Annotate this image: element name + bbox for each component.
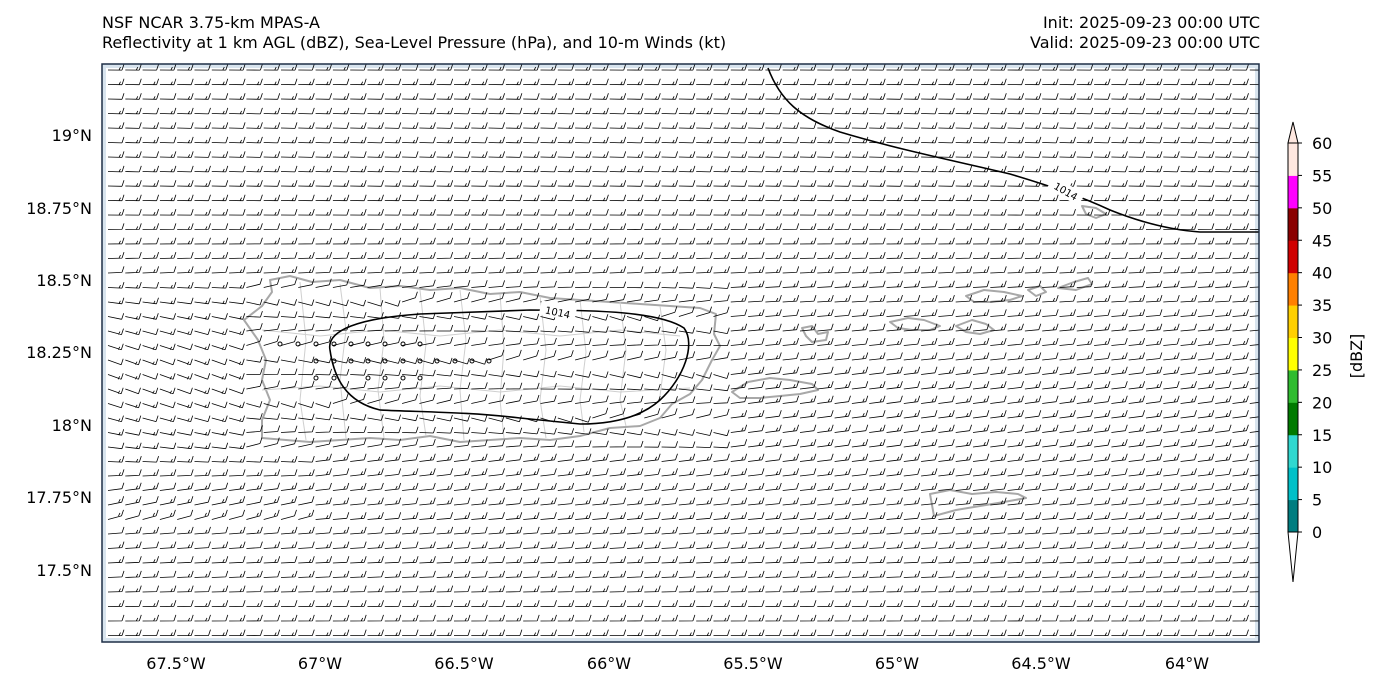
colorbar-tick-label: 50 bbox=[1312, 199, 1332, 218]
st-croix-coast bbox=[929, 489, 1027, 517]
colorbar-segment bbox=[1288, 143, 1298, 176]
wind-barb-field bbox=[107, 64, 1259, 636]
precip-dot bbox=[331, 375, 337, 381]
colorbar-tick-label: 15 bbox=[1312, 426, 1332, 445]
colorbar-segment bbox=[1288, 272, 1298, 306]
wind-barbs bbox=[107, 64, 1259, 636]
header-left: NSF NCAR 3.75-km MPAS-A Reflectivity at … bbox=[102, 13, 726, 53]
colorbar-tick-label: 0 bbox=[1312, 523, 1322, 542]
precip-dot bbox=[313, 358, 319, 364]
colorbar-segment bbox=[1288, 467, 1298, 501]
colorbar-segment bbox=[1288, 434, 1298, 468]
precip-dot bbox=[417, 375, 423, 381]
map-panel[interactable]: 1014 1014 bbox=[101, 63, 1266, 643]
contour-labels: 1014 1014 bbox=[538, 175, 1086, 322]
lon-label: 65.5°W bbox=[723, 654, 783, 673]
lat-label: 18.25°N bbox=[26, 343, 92, 362]
lat-label: 17.75°N bbox=[26, 488, 92, 507]
map-edge-fringe bbox=[102, 64, 1259, 642]
colorbar-segment bbox=[1288, 305, 1298, 338]
lon-label: 66.5°W bbox=[434, 654, 494, 673]
precip-dot bbox=[313, 375, 319, 381]
puerto-rico-coast bbox=[243, 275, 721, 443]
light-precip-dots bbox=[277, 341, 492, 381]
precip-dot bbox=[434, 358, 440, 364]
colorbar-tick-label: 30 bbox=[1312, 329, 1332, 348]
map-frame bbox=[101, 63, 1260, 643]
model-title: NSF NCAR 3.75-km MPAS-A bbox=[102, 13, 320, 32]
colorbar-segment bbox=[1288, 175, 1298, 209]
colorbar-tick-label: 5 bbox=[1312, 491, 1322, 510]
colorbar-segment bbox=[1288, 337, 1298, 371]
colorbar-ticks: 0 5 10 15 20 25 30 35 40 45 50 55 60 bbox=[1298, 134, 1332, 542]
lon-label: 67°W bbox=[298, 654, 342, 673]
colorbar: 0 5 10 15 20 25 30 35 40 45 50 55 60 [dBZ] bbox=[1287, 121, 1366, 583]
slp-contours bbox=[329, 67, 1259, 425]
lat-label: 19°N bbox=[52, 126, 92, 145]
precip-dot bbox=[382, 375, 388, 381]
map-background bbox=[102, 64, 1259, 642]
precip-dot bbox=[417, 358, 423, 364]
colorbar-segment bbox=[1288, 369, 1298, 403]
colorbar-min-arrow bbox=[1287, 531, 1299, 583]
colorbar-max-arrow bbox=[1287, 121, 1299, 144]
precip-dot bbox=[348, 358, 354, 364]
fields-title: Reflectivity at 1 km AGL (dBZ), Sea-Leve… bbox=[102, 33, 727, 52]
lat-label: 18°N bbox=[52, 416, 92, 435]
virgin-gorda-coast bbox=[1027, 285, 1047, 297]
culebra-coast bbox=[801, 325, 829, 343]
lon-label: 64.5°W bbox=[1011, 654, 1071, 673]
st-john-coast bbox=[955, 319, 995, 335]
slp-contour-1014-pr bbox=[329, 309, 690, 425]
slp-contour-1014-ne bbox=[767, 67, 1259, 233]
precip-dot bbox=[486, 358, 492, 364]
longitude-labels: 67.5°W 67°W 66.5°W 66°W 65.5°W 65°W 64.5… bbox=[146, 654, 1209, 673]
sombrero-coast bbox=[1081, 205, 1107, 219]
header-right: Init: 2025-09-23 00:00 UTC Valid: 2025-0… bbox=[1030, 13, 1260, 53]
latitude-labels: 19°N 18.75°N 18.5°N 18.25°N 18°N 17.75°N… bbox=[26, 126, 92, 580]
lon-label: 64°W bbox=[1165, 654, 1209, 673]
colorbar-segment bbox=[1288, 499, 1298, 533]
vieques-coast bbox=[731, 377, 819, 399]
colorbar-tick-label: 45 bbox=[1312, 231, 1332, 250]
lat-label: 17.5°N bbox=[36, 561, 92, 580]
colorbar-tick-label: 40 bbox=[1312, 264, 1332, 283]
colorbar-segment bbox=[1288, 402, 1298, 436]
precip-dot bbox=[365, 375, 371, 381]
colorbar-segments bbox=[1288, 143, 1298, 533]
colorbar-tick-label: 55 bbox=[1312, 166, 1332, 185]
precip-dot bbox=[382, 358, 388, 364]
lon-label: 67.5°W bbox=[146, 654, 206, 673]
st-thomas-coast bbox=[889, 317, 941, 331]
colorbar-tick-label: 20 bbox=[1312, 393, 1332, 412]
colorbar-segment bbox=[1288, 240, 1298, 274]
lat-label: 18.75°N bbox=[26, 199, 92, 218]
colorbar-segment bbox=[1288, 207, 1298, 241]
anegada-coast bbox=[1057, 277, 1093, 291]
precip-dot bbox=[365, 358, 371, 364]
contour-label-pr: 1014 bbox=[544, 305, 571, 321]
valid-time: Valid: 2025-09-23 00:00 UTC bbox=[1029, 33, 1260, 52]
colorbar-tick-label: 10 bbox=[1312, 458, 1332, 477]
lon-label: 66°W bbox=[587, 654, 631, 673]
init-time: Init: 2025-09-23 00:00 UTC bbox=[1042, 13, 1260, 32]
precip-dot bbox=[400, 375, 406, 381]
colorbar-tick-label: 35 bbox=[1312, 296, 1332, 315]
precip-dot bbox=[277, 341, 283, 347]
colorbar-tick-label: 60 bbox=[1312, 134, 1332, 153]
lon-label: 65°W bbox=[875, 654, 919, 673]
lat-label: 18.5°N bbox=[36, 271, 92, 290]
colorbar-tick-label: 25 bbox=[1312, 361, 1332, 380]
colorbar-label: [dBZ] bbox=[1347, 334, 1366, 379]
